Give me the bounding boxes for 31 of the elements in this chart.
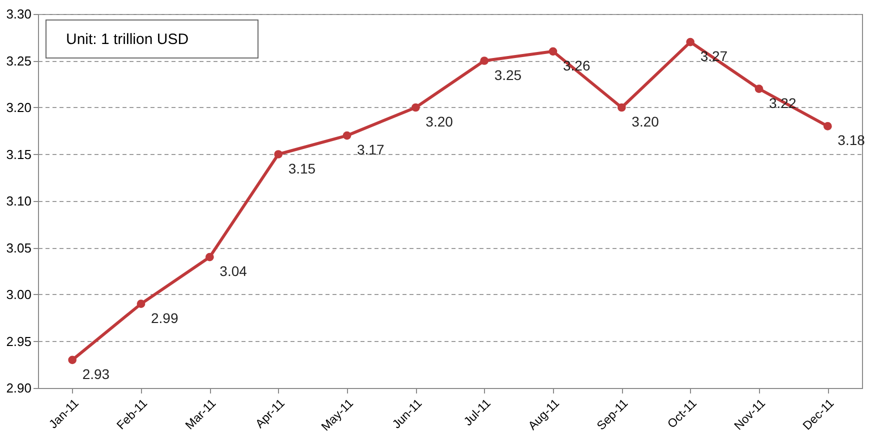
text: 3.25	[494, 66, 522, 83]
annotation: Unit: 1 trillion USD	[66, 31, 189, 48]
text: 3.20	[632, 114, 659, 130]
text: 3.20	[426, 114, 453, 130]
point	[617, 103, 626, 112]
text: 3.17	[357, 142, 384, 158]
y-tick-label: 3.30	[6, 6, 32, 22]
y-tick-label: 3.15	[6, 146, 32, 162]
text: 3.18	[838, 132, 865, 148]
text: 2.93	[82, 366, 110, 382]
y-tick-label: 3.00	[6, 287, 32, 302]
y-tick-label: 3.25	[6, 53, 32, 68]
y-tick-label: 3.20	[6, 100, 32, 115]
point	[411, 103, 420, 112]
point	[136, 300, 146, 308]
text: 3.04	[220, 263, 247, 280]
text: 2.99	[151, 310, 178, 326]
point	[342, 131, 352, 140]
y-tick-label: 3.05	[6, 240, 32, 256]
y-tick-label: 3.10	[6, 194, 32, 208]
point	[68, 356, 77, 364]
point	[686, 38, 695, 46]
point	[548, 47, 558, 56]
point	[754, 84, 764, 93]
text: 3.15	[288, 160, 316, 176]
y-tick-label: 2.90	[6, 380, 32, 396]
point	[480, 56, 489, 65]
y-tick-label: 2.95	[6, 334, 32, 349]
point	[823, 122, 832, 130]
point	[205, 252, 214, 262]
point	[274, 150, 283, 158]
